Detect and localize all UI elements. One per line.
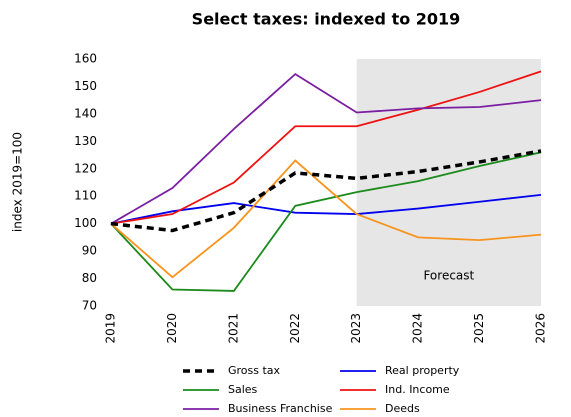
y-tick-label: 150 (74, 79, 97, 93)
series-line (110, 149, 542, 233)
legend-label: Real property (385, 364, 460, 377)
series-line (110, 72, 542, 225)
series-line (110, 70, 542, 225)
forecast-label: Forecast (423, 269, 474, 283)
y-tick-label: 90 (82, 244, 97, 258)
x-tick-label: 2023 (349, 313, 363, 344)
y-tick-label: 160 (74, 52, 97, 66)
x-tick-label: 2026 (534, 313, 548, 344)
x-tick-label: 2021 (226, 313, 240, 344)
legend-label: Sales (228, 383, 258, 396)
y-tick-label: 130 (74, 134, 97, 148)
y-tick-label: 70 (82, 299, 97, 313)
legend-label: Ind. Income (385, 383, 450, 396)
y-tick-label: 140 (74, 106, 97, 120)
y-tick-label: 120 (74, 161, 97, 175)
x-tick-label: 2022 (288, 313, 302, 344)
legend-label: Deeds (385, 402, 420, 415)
series-line (110, 151, 542, 292)
series-line (110, 193, 542, 225)
x-tick-label: 2025 (472, 313, 486, 344)
legend-label: Business Franchise (228, 402, 333, 415)
y-axis-label: index 2019=100 (11, 132, 25, 232)
legend-label: Gross tax (228, 364, 281, 377)
x-tick-label: 2020 (165, 313, 179, 344)
y-tick-label: 100 (74, 216, 97, 230)
y-tick-label: 110 (74, 189, 97, 203)
x-tick-label: 2024 (411, 313, 425, 344)
x-tick-label: 2019 (104, 313, 118, 344)
chart-title: Select taxes: indexed to 2019 (192, 10, 461, 29)
y-tick-label: 80 (82, 271, 97, 285)
series-line (110, 159, 542, 279)
